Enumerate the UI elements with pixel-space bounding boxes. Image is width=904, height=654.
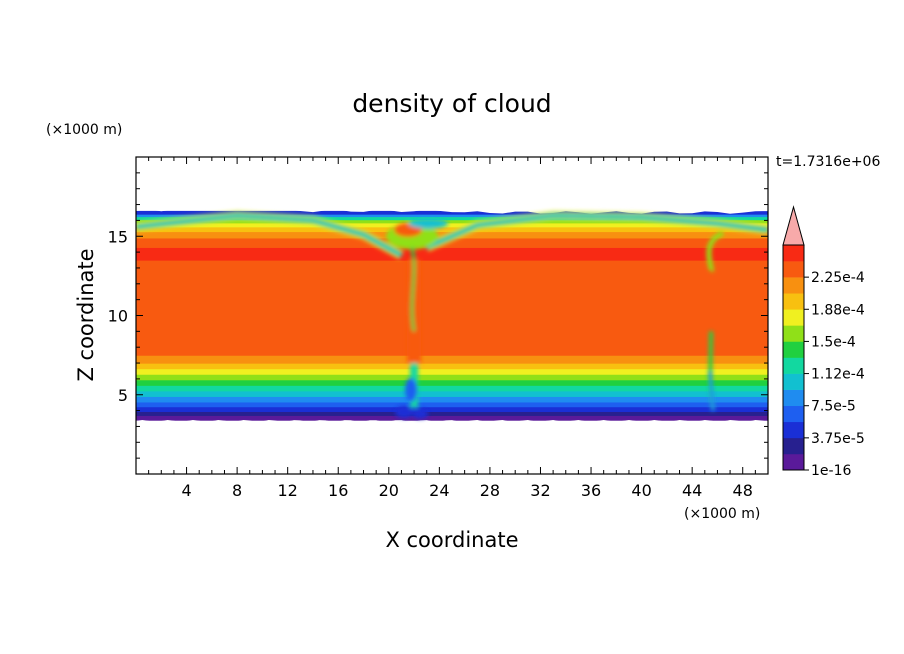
density-band	[136, 368, 768, 375]
density-band	[136, 390, 768, 397]
colorbar-swatch	[783, 341, 804, 358]
dome-edge-cyan	[136, 214, 403, 257]
y-tick-label: 10	[108, 307, 128, 326]
x-axis-label: X coordinate	[385, 528, 518, 552]
updraft-features	[136, 211, 768, 419]
density-band	[136, 401, 768, 408]
y-tick-label: 5	[118, 386, 128, 405]
colorbar-swatch	[783, 245, 804, 262]
colorbar-overflow-arrow	[782, 205, 805, 246]
time-label: t=1.7316e+06	[776, 154, 880, 170]
updraft-base-blob-1b	[412, 408, 429, 419]
density-band	[136, 237, 768, 248]
y-axis: 5 10 15	[108, 172, 768, 459]
density-band	[136, 247, 768, 261]
density-band	[136, 406, 768, 412]
x-tick-label: 40	[631, 481, 651, 500]
density-band	[136, 210, 768, 215]
density-field	[136, 157, 768, 474]
colorbar-swatch	[783, 405, 804, 423]
updraft-core-1	[407, 260, 422, 364]
x-tick-label: 16	[328, 481, 348, 500]
x-tick-label: 28	[480, 481, 500, 500]
x-unit-label: (×1000 m)	[684, 506, 760, 522]
updraft-streak-1	[410, 247, 416, 332]
x-tick-label: 44	[682, 481, 702, 500]
y-axis-label: Z coordinate	[74, 248, 98, 381]
x-axis: 4 8 12 16 20 24 28 32 36 40 44 48	[148, 157, 756, 500]
density-band	[136, 226, 768, 233]
colorbar-swatch	[783, 261, 804, 278]
density-band	[136, 385, 768, 392]
density-band	[136, 216, 768, 221]
updraft-hook-2	[706, 230, 725, 273]
colorbar-swatch	[783, 357, 804, 374]
y-tick-label: 15	[108, 227, 128, 246]
density-band	[136, 363, 768, 370]
x-tick-label: 8	[232, 481, 242, 500]
density-band	[136, 374, 768, 381]
density-band	[136, 222, 768, 228]
x-tick-label: 48	[733, 481, 753, 500]
updraft-stem-2-core	[708, 370, 715, 411]
colorbar-swatch	[783, 373, 804, 390]
colorbar-swatch	[783, 453, 804, 471]
x-tick-label: 24	[429, 481, 449, 500]
turbulent-cap-edge	[408, 218, 449, 229]
x-tick-label: 36	[581, 481, 601, 500]
x-tick-label: 20	[379, 481, 399, 500]
updraft-blob-1	[405, 377, 418, 402]
density-band	[136, 415, 768, 421]
colorbar-label: 7.5e-5	[811, 399, 856, 415]
updraft-base-blob-1	[395, 406, 414, 419]
density-band	[136, 214, 768, 218]
colorbar-swatch	[783, 277, 804, 294]
colorbar: 1e-16 3.75e-5 7.5e-5 1.12e-4 1.5e-4 1.88e-4 2.…	[782, 205, 865, 479]
colorbar-swatch	[783, 293, 804, 310]
colorbar-label: 2.25e-4	[811, 270, 865, 286]
density-band	[136, 219, 768, 224]
colorbar-swatch	[783, 437, 804, 455]
density-band	[136, 396, 768, 403]
density-band	[136, 260, 768, 356]
colorbar-swatch	[783, 389, 804, 407]
x-tick-label: 4	[181, 481, 191, 500]
colorbar-frame	[782, 244, 805, 471]
plot-area	[136, 157, 768, 474]
colorbar-swatch	[783, 325, 804, 342]
colorbar-label: 1.88e-4	[811, 302, 865, 318]
colorbar-label: 1.5e-4	[811, 334, 856, 350]
density-band	[136, 355, 768, 364]
dome-overlays	[136, 211, 768, 419]
z-unit-label: (×1000 m)	[46, 122, 122, 138]
chart-title: density of cloud	[352, 89, 551, 118]
cloud-base-clear-air	[136, 419, 768, 474]
x-tick-label: 12	[278, 481, 298, 500]
colorbar-label: 1e-16	[811, 463, 851, 479]
density-band	[136, 411, 768, 416]
colorbar-label: 1.12e-4	[811, 367, 865, 383]
colorbar-swatch	[783, 421, 804, 439]
density-band	[136, 379, 768, 386]
dome-edge-cyan	[426, 214, 768, 249]
cloud-top-clear-air	[136, 157, 768, 214]
x-tick-label: 32	[530, 481, 550, 500]
colorbar-label: 3.75e-5	[811, 431, 865, 447]
colorbar-swatch	[783, 309, 804, 326]
